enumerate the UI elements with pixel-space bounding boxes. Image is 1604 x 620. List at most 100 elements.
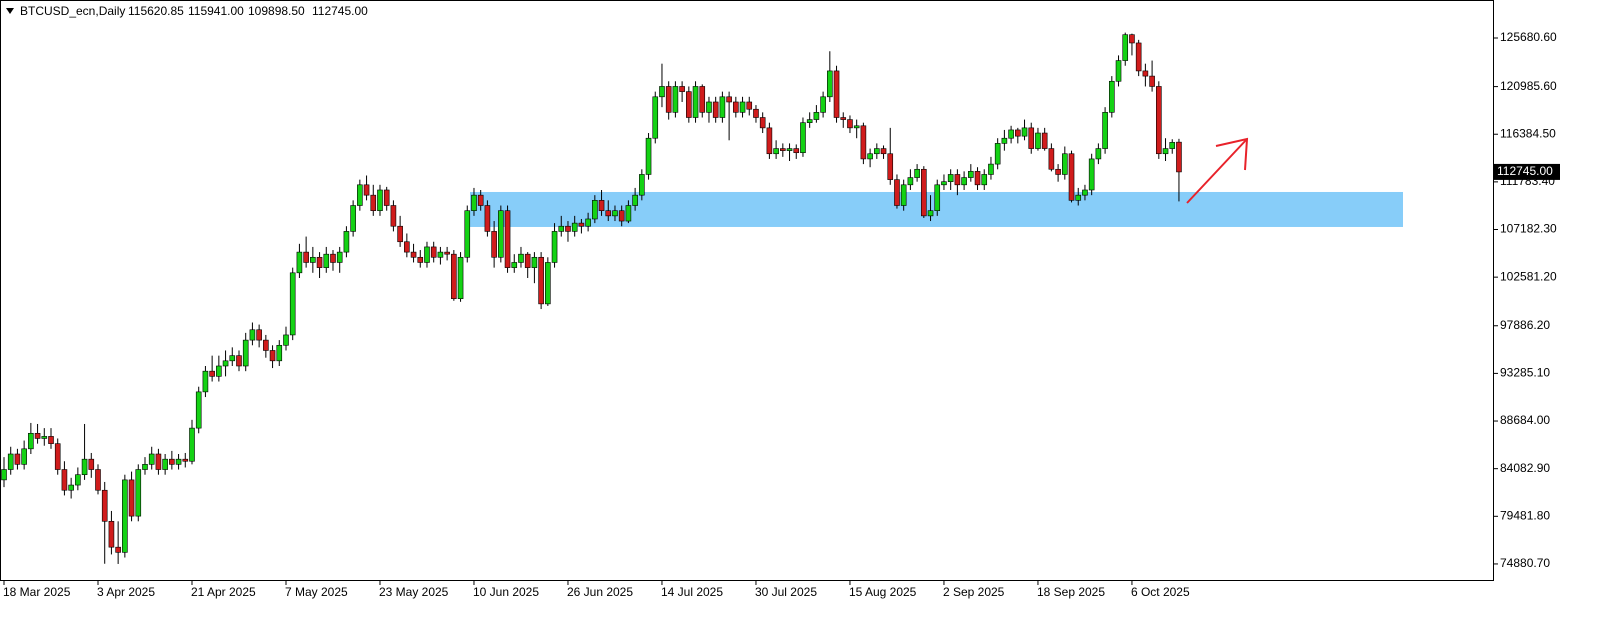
candle-body [551,231,558,263]
candle-body [229,355,236,362]
candle-body [404,241,410,253]
candle-body [712,101,719,118]
candle-body [61,469,68,491]
candle-body [142,464,148,470]
candle-body [968,171,974,178]
candle-body [773,148,779,155]
x-tick-label: 23 May 2025 [379,585,449,599]
candle-body [498,210,504,258]
candle-body [390,205,397,227]
x-tick-label: 14 Jul 2025 [661,585,723,599]
candle-body [330,253,336,263]
candle-body [686,91,692,118]
x-tick-label: 3 Apr 2025 [97,585,155,599]
candle-body [222,360,229,367]
candle-body [135,469,142,517]
candle-body [645,137,652,175]
candle-body [538,256,544,305]
candle-body [430,246,437,258]
arrow-head [1215,137,1249,171]
candle-body [612,210,618,217]
candle-body [128,479,135,517]
candle-body [68,484,74,491]
candle-body [766,127,773,155]
candle-body [182,458,189,462]
plot-border [0,0,1494,581]
candle-body [1021,127,1028,137]
candle-body [1109,80,1115,113]
candle-body [504,210,511,268]
candle-body [545,262,551,305]
candle-body [652,96,659,139]
x-tick-label: 6 Oct 2025 [1131,585,1190,599]
candle-body [558,225,565,232]
candle-body [692,86,699,118]
y-tick-label: 107182.30 [1500,222,1557,236]
candle-body [914,168,920,178]
candle-body [531,256,538,268]
candle-body [699,86,706,113]
y-tick-label: 79481.80 [1500,508,1550,522]
candle-body [383,189,390,206]
candle-body [75,474,81,486]
trend-arrow [1186,137,1249,204]
candle-body [786,148,793,151]
candle-body [1156,86,1162,155]
x-tick-label: 30 Jul 2025 [755,585,817,599]
candle-body [813,112,820,120]
candle-body [659,86,665,98]
candle-body [605,210,612,217]
candle-body [444,251,450,255]
candle-body [1176,141,1182,173]
high-label: 115941.00 [188,4,244,18]
candle-body [289,272,296,336]
x-tick-label: 21 Apr 2025 [191,585,256,599]
candle-body [746,101,753,110]
x-tick-label: 26 Jun 2025 [567,585,633,599]
candle-body [316,256,323,268]
candle-body [249,329,256,341]
candle-body [1095,148,1102,160]
candle-body [451,253,457,299]
candle-body [1075,194,1082,201]
y-tick-label: 84082.90 [1500,461,1550,475]
candle-body [665,86,672,113]
candle-body [921,168,927,217]
candle-body [7,453,14,470]
candle-body [464,210,471,258]
candle-body [565,225,571,232]
candle-body [41,436,48,439]
candle-body [941,181,947,186]
candle-body [1035,132,1041,149]
candle-body [54,443,61,470]
candle-body [907,177,914,186]
candle-body [753,108,759,118]
candle-body [1129,34,1135,44]
candle-body [269,350,276,362]
candle-body [155,453,162,470]
candle-body [189,427,195,462]
candle-body [1048,148,1055,170]
candle-body [484,205,491,232]
candle-layer [1,32,1182,564]
candle-body [343,231,350,253]
candle-body [417,256,424,263]
candle-body [491,231,497,258]
y-tick-label: 102581.20 [1500,269,1557,283]
candle-body [21,448,27,465]
candle-body [1008,129,1014,139]
candle-body [867,153,873,160]
candle-body [370,194,377,211]
candle-body [954,174,961,186]
candle-body [524,253,531,268]
y-tick-label: 88684.00 [1500,413,1550,427]
x-tick-label: 15 Aug 2025 [849,585,917,599]
candle-body [1162,148,1169,155]
candle-body [759,117,766,129]
candle-body [994,143,1001,165]
candle-body [632,194,638,206]
candle-body [1135,42,1142,72]
candle-body [1082,189,1088,196]
x-tick-label: 2 Sep 2025 [943,585,1005,599]
